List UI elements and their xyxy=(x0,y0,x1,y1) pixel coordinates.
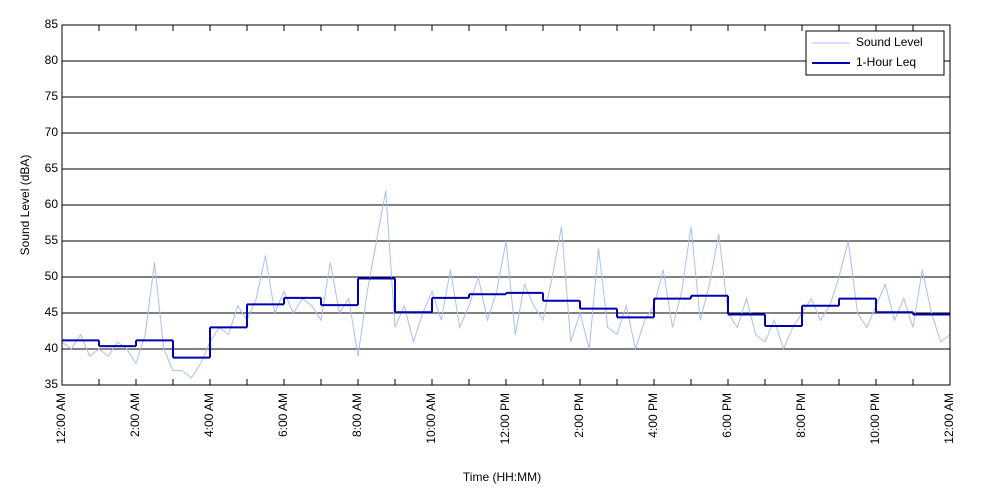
x-tick-label: 2:00 AM xyxy=(128,393,142,437)
y-tick-label: 80 xyxy=(45,53,59,67)
legend-box xyxy=(805,30,945,76)
x-tick-label: 6:00 AM xyxy=(276,393,290,437)
legend-label: Sound Level xyxy=(856,35,923,49)
y-tick-label: 50 xyxy=(45,269,59,283)
x-tick-label: 12:00 AM xyxy=(54,393,68,444)
y-tick-label: 55 xyxy=(45,233,59,247)
y-tick-label: 35 xyxy=(45,377,59,391)
y-tick-label: 75 xyxy=(45,89,59,103)
x-tick-label: 12:00 AM xyxy=(942,393,956,444)
y-tick-label: 45 xyxy=(45,305,59,319)
x-tick-label: 10:00 AM xyxy=(424,393,438,444)
x-tick-label: 8:00 AM xyxy=(350,393,364,437)
x-tick-label: 6:00 PM xyxy=(720,393,734,438)
x-axis-label: Time (HH:MM) xyxy=(463,470,541,484)
x-tick-label: 2:00 PM xyxy=(572,393,586,438)
plot-frame xyxy=(61,24,951,386)
y-tick-label: 40 xyxy=(45,341,59,355)
y-tick-label: 60 xyxy=(45,197,59,211)
x-tick-label: 12:00 PM xyxy=(498,393,512,444)
x-tick-label: 10:00 PM xyxy=(868,393,882,444)
y-axis-label: Sound Level (dBA) xyxy=(18,155,32,256)
x-tick-label: 8:00 PM xyxy=(794,393,808,438)
x-tick-label: 4:00 PM xyxy=(646,393,660,438)
x-tick-label: 4:00 AM xyxy=(202,393,216,437)
y-tick-label: 70 xyxy=(45,125,59,139)
y-tick-label: 85 xyxy=(45,17,59,31)
legend-label: 1-Hour Leq xyxy=(856,55,916,69)
y-tick-label: 65 xyxy=(45,161,59,175)
